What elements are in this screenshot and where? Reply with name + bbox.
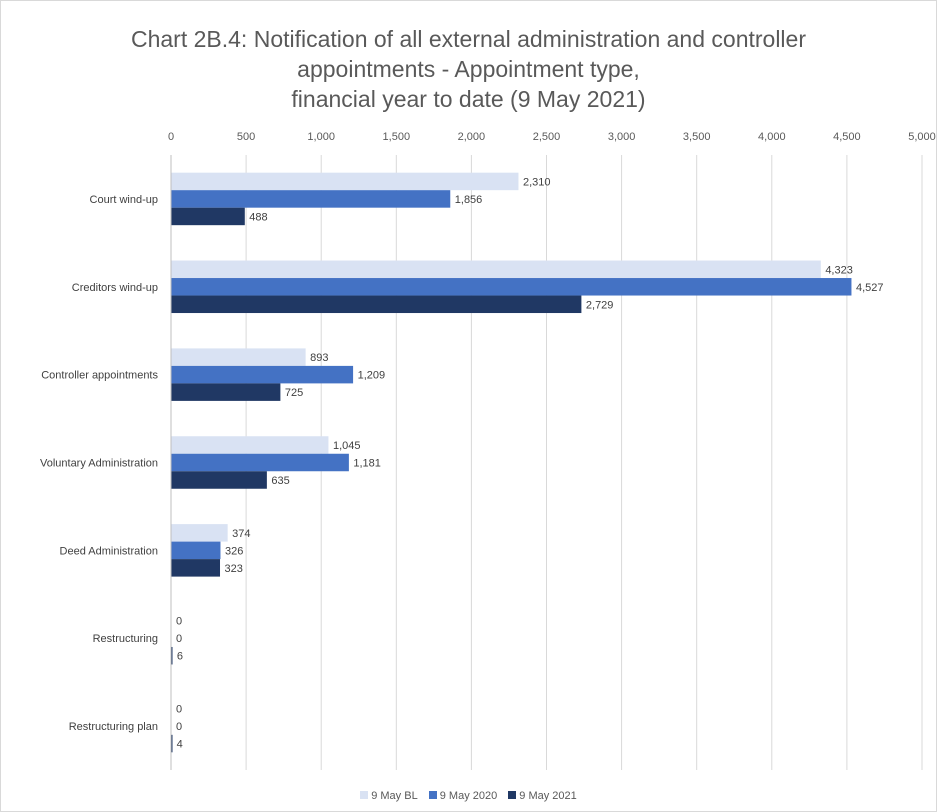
bar bbox=[171, 172, 519, 191]
data-label: 1,045 bbox=[333, 440, 361, 452]
legend-item: 9 May 2021 bbox=[508, 790, 577, 802]
data-label: 0 bbox=[176, 721, 182, 733]
category-label: Voluntary Administration bbox=[40, 458, 158, 470]
category-label: Court wind-up bbox=[90, 194, 158, 206]
data-label: 1,856 bbox=[455, 194, 483, 206]
bar bbox=[171, 190, 451, 208]
data-label: 4,527 bbox=[856, 282, 884, 294]
legend-swatch bbox=[428, 791, 437, 799]
data-label: 893 bbox=[310, 352, 328, 364]
x-tick-label: 5,000 bbox=[908, 131, 936, 143]
bar bbox=[171, 278, 852, 296]
data-label: 1,181 bbox=[353, 458, 381, 470]
bar bbox=[171, 471, 267, 489]
data-label: 326 bbox=[225, 545, 243, 557]
legend-swatch bbox=[508, 791, 517, 799]
bar bbox=[171, 541, 221, 560]
data-label: 0 bbox=[176, 704, 182, 716]
x-tick-label: 3,500 bbox=[683, 131, 711, 143]
bar bbox=[171, 365, 354, 384]
chart-title-line: appointments - Appointment type, bbox=[297, 56, 640, 82]
chart-title-line: Chart 2B.4: Notification of all external… bbox=[130, 26, 806, 52]
legend-label: 9 May BL bbox=[371, 790, 418, 802]
category-label: Restructuring bbox=[93, 633, 158, 645]
data-label: 0 bbox=[176, 633, 182, 645]
x-tick-label: 0 bbox=[168, 131, 174, 143]
legend-swatch bbox=[360, 791, 369, 799]
x-tick-label: 1,000 bbox=[307, 131, 335, 143]
x-tick-label: 2,000 bbox=[458, 131, 486, 143]
data-label: 4,323 bbox=[825, 264, 853, 276]
bar bbox=[171, 524, 228, 542]
bar bbox=[171, 348, 306, 366]
chart-title-line: financial year to date (9 May 2021) bbox=[291, 86, 646, 112]
data-label: 2,310 bbox=[523, 176, 551, 188]
data-label: 635 bbox=[271, 475, 289, 487]
legend-item: 9 May BL bbox=[360, 790, 418, 802]
bar bbox=[171, 646, 173, 665]
category-label: Controller appointments bbox=[41, 370, 158, 382]
data-label: 6 bbox=[177, 651, 183, 663]
category-label: Creditors wind-up bbox=[72, 282, 158, 294]
x-tick-label: 2,500 bbox=[533, 131, 561, 143]
data-label: 725 bbox=[285, 387, 303, 399]
x-tick-label: 500 bbox=[237, 131, 255, 143]
bar bbox=[171, 734, 173, 753]
x-tick-label: 1,500 bbox=[383, 131, 411, 143]
x-tick-label: 3,000 bbox=[608, 131, 636, 143]
bar bbox=[171, 207, 245, 226]
legend-label: 9 May 2020 bbox=[439, 790, 498, 802]
legend-item: 9 May 2020 bbox=[428, 790, 498, 802]
legend: 9 May BL 9 May 2020 9 May 2021 bbox=[0, 790, 937, 802]
data-label: 1,209 bbox=[358, 370, 386, 382]
legend-label: 9 May 2021 bbox=[519, 790, 577, 802]
data-label: 323 bbox=[225, 563, 243, 575]
data-label: 4 bbox=[177, 739, 183, 751]
bar bbox=[171, 453, 349, 472]
data-label: 374 bbox=[232, 528, 250, 540]
bar bbox=[171, 295, 582, 314]
data-label: 0 bbox=[176, 616, 182, 628]
x-tick-label: 4,500 bbox=[833, 131, 861, 143]
bar bbox=[171, 559, 221, 577]
bar bbox=[171, 436, 329, 454]
x-tick-label: 4,000 bbox=[758, 131, 786, 143]
bar bbox=[171, 260, 821, 279]
chart-title: Chart 2B.4: Notification of all external… bbox=[0, 24, 937, 114]
data-label: 488 bbox=[249, 211, 267, 223]
bar bbox=[171, 383, 281, 401]
category-label: Restructuring plan bbox=[69, 721, 158, 733]
data-label: 2,729 bbox=[586, 299, 614, 311]
category-label: Deed Administration bbox=[60, 545, 158, 557]
